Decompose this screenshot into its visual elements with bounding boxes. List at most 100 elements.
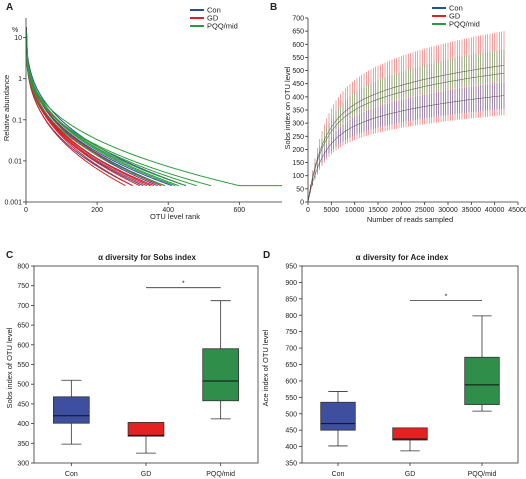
y-tick-label: 850	[285, 296, 297, 303]
panel-letter-a: A	[6, 2, 13, 13]
y-tick-label: 500	[17, 382, 29, 389]
panel-b-mean-curve-PQQ/mid	[307, 65, 505, 203]
panel-b-x-tick-label: 25000	[415, 207, 435, 214]
box-PQQ/mid	[464, 356, 500, 405]
legend-label-1: GD	[449, 12, 461, 21]
x-tick-label: GD	[405, 471, 416, 478]
panel-a-line-PQQ/mid-2	[25, 41, 282, 187]
panel-c-y-ticks: 300 350 400 450 500 550 600 650 700 750 800	[17, 264, 34, 468]
x-tick-label: PQQ/mid	[468, 471, 497, 478]
panel-b-x-label: Number of reads sampled	[367, 215, 453, 224]
box-Con	[320, 401, 356, 431]
panel-c-significance: *	[146, 281, 221, 289]
panel-a-y-tick-label: 1	[18, 76, 22, 83]
panel-b-mean-curve-Con	[307, 95, 505, 203]
legend-label-0: Con	[207, 6, 221, 15]
panel-a-x-tick-label: 200	[91, 207, 103, 214]
panel-a-y-tick-label: 0.01	[8, 158, 22, 165]
panel-b-y-ticks: 0 50 100 150 200 250 300 350 400 450 500 550 600 650 7…	[292, 16, 308, 207]
y-tick-label: 300	[17, 461, 29, 468]
panel-d-boxes	[320, 315, 500, 452]
box-Con	[53, 396, 90, 424]
x-tick-label: Con	[65, 471, 78, 478]
box-GD	[127, 422, 165, 437]
panel-a-lines	[25, 27, 282, 187]
panel-letter-d: D	[263, 250, 270, 261]
panel-a-y-tick-label: 0.1	[12, 117, 22, 124]
panel-b-x-tick-label: 5000	[324, 207, 340, 214]
y-tick-label: 750	[17, 283, 29, 290]
y-tick-label: 650	[17, 323, 29, 330]
panel-a-y-tick-label: 0.001	[4, 200, 22, 207]
panel-b-y-tick-label: 400	[292, 94, 304, 101]
panel-a-line-PQQ/mid-3	[25, 34, 187, 187]
panel-d-significance: *	[410, 293, 482, 301]
y-tick-label: 450	[285, 428, 297, 435]
panel-d-y-label: Ace index of OTU level	[261, 329, 270, 406]
panel-b-y-tick-label: 100	[292, 173, 304, 180]
box-PQQ/mid	[202, 348, 239, 402]
panel-b-x-tick-label: 30000	[438, 207, 458, 214]
panel-b-x-tick-label: 35000	[462, 207, 482, 214]
y-tick-label: 400	[285, 444, 297, 451]
y-tick-label: 650	[285, 362, 297, 369]
y-tick-label: 350	[17, 441, 29, 448]
panel-b-y-tick-label: 550	[292, 55, 304, 62]
panel-c-title: α diversity for Sobs index	[98, 253, 196, 262]
panel-a-line-PQQ/mid-4	[25, 39, 165, 187]
x-tick-label: Con	[332, 471, 345, 478]
panel-b-x-tick-label: 45000	[508, 207, 526, 214]
panel-b-y-tick-label: 300	[292, 121, 304, 128]
y-tick-label: 800	[17, 264, 29, 271]
legend-label-2: PQQ/mid	[449, 20, 480, 29]
panel-b-curves	[307, 31, 505, 203]
panel-a-x-ticks: 0 200 400 600	[24, 202, 245, 214]
panel-b-x-ticks: 0 5000 10000 15000 20000 25000 30000 35000 40000…	[306, 202, 526, 214]
y-tick-label: 750	[285, 329, 297, 336]
panel-c-x-ticks: Con GD PQQ/mid	[65, 463, 235, 478]
panel-b-x-tick-label: 0	[306, 207, 310, 214]
panel-b-y-tick-label: 200	[292, 147, 304, 154]
panel-b-y-tick-label: 50	[296, 186, 304, 193]
panel-a-chart: 0 200 400 600 0.001 0.01 0.1 1 10 % OTU level r…	[2, 6, 282, 221]
panel-b-y-tick-label: 250	[292, 134, 304, 141]
panel-a-line-PQQ/mid-5	[25, 30, 180, 187]
panel-letter-b: B	[270, 2, 277, 13]
y-tick-label: 400	[17, 421, 29, 428]
panel-d-title: α diversity for Ace index	[356, 253, 449, 262]
y-tick-label: 900	[285, 280, 297, 287]
legend-label-2: PQQ/mid	[207, 22, 238, 31]
panel-a-x-tick-label: 400	[162, 207, 174, 214]
panel-d-y-ticks: 350 400 450 500 550 600 650 700 750 800 850 900 950	[285, 264, 302, 468]
panel-a-x-label: OTU level rank	[150, 212, 200, 221]
panel-b-chart: 0 5000 10000 15000 20000 25000 30000 35000 40000…	[283, 4, 526, 225]
panel-a-line-GD-4	[25, 29, 162, 187]
y-tick-label: 600	[285, 378, 297, 385]
panel-a-x-tick-label: 0	[24, 207, 28, 214]
significance-star: *	[182, 281, 185, 288]
significance-star: *	[445, 293, 448, 300]
panel-b-x-tick-label: 10000	[345, 207, 365, 214]
panel-b-y-tick-label: 500	[292, 68, 304, 75]
y-tick-label: 350	[285, 461, 297, 468]
y-tick-label: 600	[17, 342, 29, 349]
panel-b-y-label: Sobs index on OTU level	[283, 66, 292, 149]
panel-b-y-tick-label: 450	[292, 81, 304, 88]
y-tick-label: 950	[285, 264, 297, 271]
panel-b-x-tick-label: 15000	[368, 207, 388, 214]
legend-label-1: GD	[207, 14, 219, 23]
y-tick-label: 500	[285, 411, 297, 418]
panel-a-y-ticks: 0.001 0.01 0.1 1 10	[4, 35, 26, 207]
y-tick-label: 800	[285, 313, 297, 320]
y-tick-label: 700	[285, 346, 297, 353]
panel-b-y-tick-label: 650	[292, 29, 304, 36]
y-tick-label: 550	[17, 362, 29, 369]
panel-a-y-tick-label: 10	[14, 35, 22, 42]
panel-b-y-tick-label: 350	[292, 108, 304, 115]
panel-b-y-tick-label: 700	[292, 16, 304, 23]
panel-a-x-tick-label: 600	[233, 207, 245, 214]
panel-a-y-label: Relative abundance	[2, 75, 11, 141]
panel-c-boxes	[53, 300, 239, 454]
